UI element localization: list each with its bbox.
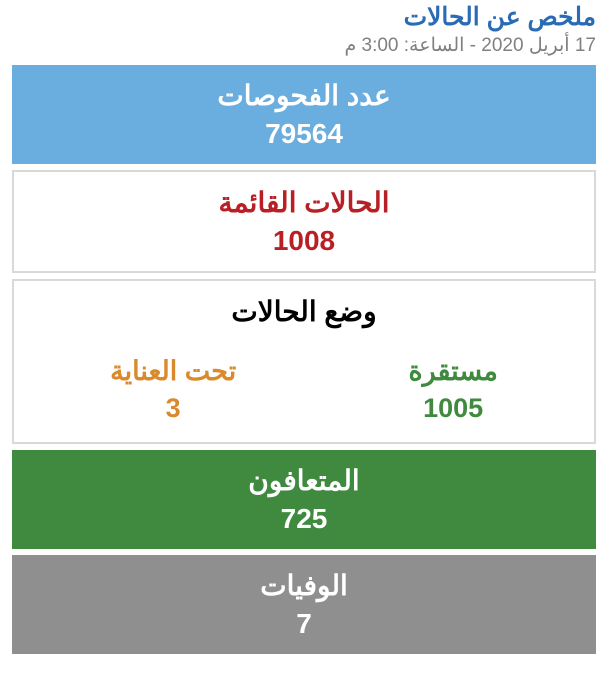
status-critical: تحت العناية 3 xyxy=(110,356,236,424)
status-panel: وضع الحالات مستقرة 1005 تحت العناية 3 xyxy=(12,279,596,444)
status-stable: مستقرة 1005 xyxy=(408,356,497,424)
active-label: الحالات القائمة xyxy=(24,186,584,219)
deaths-panel: الوفيات 7 xyxy=(12,555,596,654)
recovered-panel: المتعافون 725 xyxy=(12,450,596,549)
tests-value: 79564 xyxy=(22,118,586,150)
tests-panel: عدد الفحوصات 79564 xyxy=(12,65,596,164)
deaths-value: 7 xyxy=(22,608,586,640)
recovered-label: المتعافون xyxy=(22,464,586,497)
status-title: وضع الحالات xyxy=(24,295,584,328)
active-panel: الحالات القائمة 1008 xyxy=(12,170,596,273)
status-critical-value: 3 xyxy=(110,393,236,424)
status-row: مستقرة 1005 تحت العناية 3 xyxy=(24,356,584,424)
header: ملخص عن الحالات 17 أبريل 2020 - الساعة: … xyxy=(0,0,608,59)
deaths-label: الوفيات xyxy=(22,569,586,602)
page-title: ملخص عن الحالات xyxy=(12,2,596,32)
tests-label: عدد الفحوصات xyxy=(22,79,586,112)
recovered-value: 725 xyxy=(22,503,586,535)
status-critical-label: تحت العناية xyxy=(110,356,236,387)
status-stable-label: مستقرة xyxy=(408,356,497,387)
active-value: 1008 xyxy=(24,225,584,257)
page-subtitle: 17 أبريل 2020 - الساعة: 3:00 م xyxy=(12,34,596,57)
status-stable-value: 1005 xyxy=(408,393,497,424)
